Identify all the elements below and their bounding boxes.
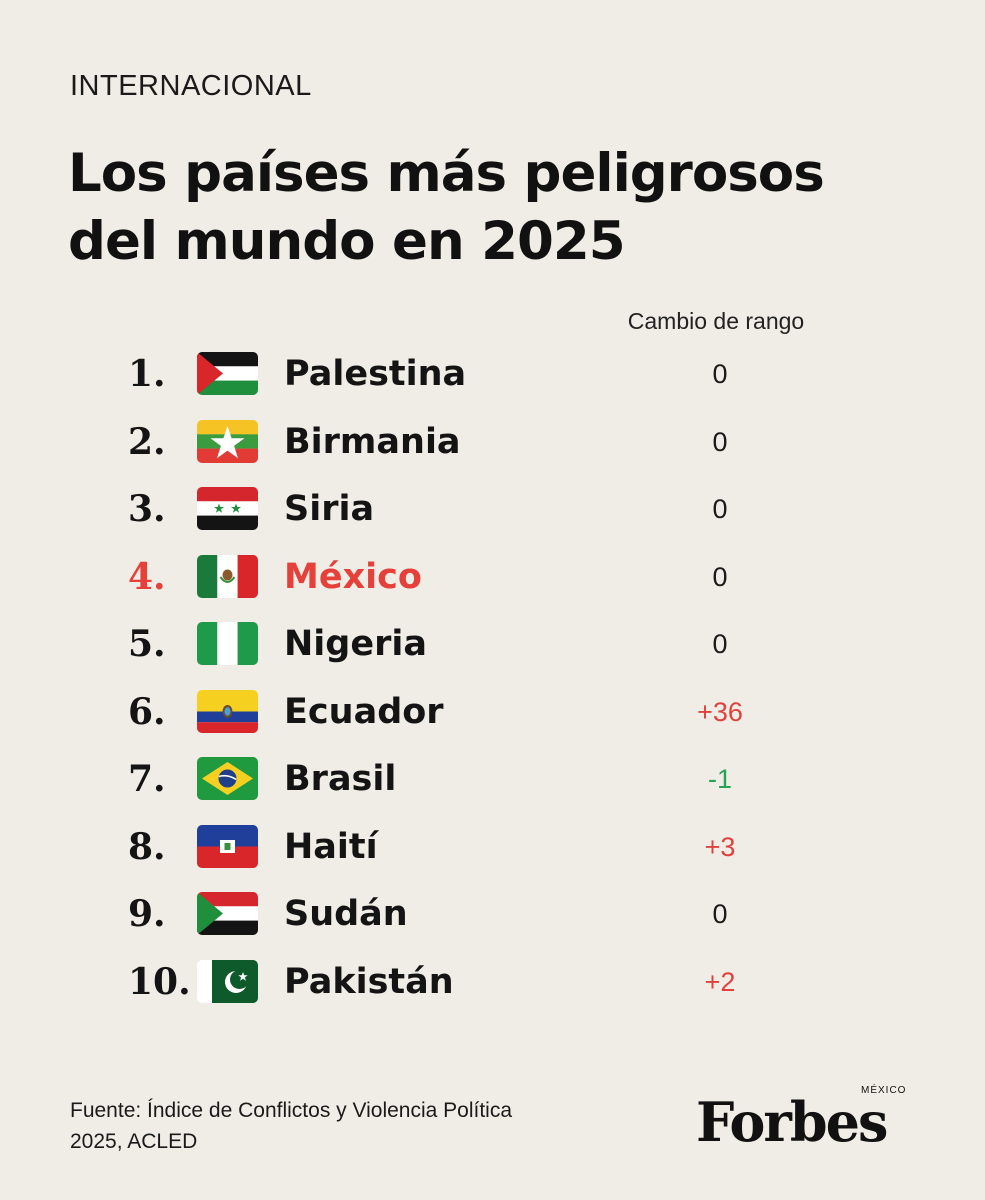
rank-change: +36: [697, 696, 743, 727]
section-label: INTERNACIONAL: [70, 70, 312, 102]
ranking-list: 1. Palestina 0 2. Birmania 0 3. Siria 0 …: [0, 340, 985, 1015]
list-item: 1. Palestina 0: [0, 340, 985, 408]
list-item: 8. Haití +3: [0, 813, 985, 881]
country-name: Ecuador: [284, 691, 444, 732]
rank-change: 0: [712, 561, 728, 592]
rank-change: +2: [704, 966, 736, 997]
sudan-flag-icon: [197, 892, 258, 935]
list-item: 9. Sudán 0: [0, 880, 985, 948]
rank-number: 3.: [128, 488, 166, 530]
rank-change: 0: [712, 426, 728, 457]
syria-flag-icon: [197, 487, 258, 530]
mexico-flag-icon: [197, 554, 258, 598]
rank-number: 6.: [128, 690, 166, 733]
rank-number: 1.: [128, 353, 166, 395]
myanmar-flag-icon: [197, 419, 258, 463]
rank-number: 9.: [128, 893, 166, 935]
country-name: Nigeria: [284, 624, 427, 664]
brazil-flag-icon: [197, 757, 258, 800]
country-name: Sudán: [284, 894, 408, 934]
ecuador-flag-icon: [197, 689, 258, 733]
pakistan-flag-icon: [197, 959, 258, 1003]
forbes-mexico-logo: Forbes MÉXICO: [690, 1080, 920, 1160]
country-name: Palestina: [284, 354, 467, 394]
list-item: 7. Brasil -1: [0, 745, 985, 813]
country-name: Brasil: [284, 759, 397, 799]
rank-number: 10.: [128, 960, 191, 1003]
list-item: 10. Pakistán +2: [0, 948, 985, 1016]
rank-number: 2.: [128, 420, 166, 463]
list-item: 2. Birmania 0: [0, 408, 985, 476]
logo-wordmark: Forbes: [696, 1090, 888, 1154]
rank-number: 4.: [128, 555, 166, 598]
list-item: 6. Ecuador +36: [0, 678, 985, 746]
source-line-1: Fuente: Índice de Conflictos y Violencia…: [70, 1099, 513, 1122]
list-item: 3. Siria 0: [0, 475, 985, 543]
change-column-header: Cambio de rango: [627, 308, 805, 334]
rank-change: 0: [712, 494, 728, 524]
rank-change: +3: [704, 831, 736, 862]
nigeria-flag-icon: [197, 622, 258, 665]
source-note: Fuente: Índice de Conflictos y Violencia…: [70, 1095, 630, 1157]
logo-edition: MÉXICO: [861, 1085, 907, 1096]
title-line-2: del mundo en 2025: [68, 211, 626, 272]
rank-number: 5.: [128, 623, 166, 665]
list-item: 4. México 0: [0, 543, 985, 611]
rank-change: 0: [712, 629, 728, 659]
rank-change: 0: [712, 359, 728, 389]
page-title: Los países más peligrosos del mundo en 2…: [68, 140, 948, 276]
title-line-1: Los países más peligrosos: [68, 143, 825, 204]
source-line-2: 2025, ACLED: [70, 1130, 198, 1153]
country-name: Birmania: [284, 421, 461, 462]
rank-number: 7.: [128, 758, 166, 800]
palestine-flag-icon: [197, 352, 258, 395]
country-name: Pakistán: [284, 961, 454, 1002]
country-name: Siria: [284, 489, 375, 529]
country-name: Haití: [284, 826, 378, 867]
rank-change: 0: [712, 899, 728, 929]
rank-number: 8.: [128, 825, 166, 868]
list-item: 5. Nigeria 0: [0, 610, 985, 678]
haiti-flag-icon: [197, 824, 258, 868]
rank-change: -1: [707, 764, 732, 794]
country-name: México: [284, 556, 422, 597]
